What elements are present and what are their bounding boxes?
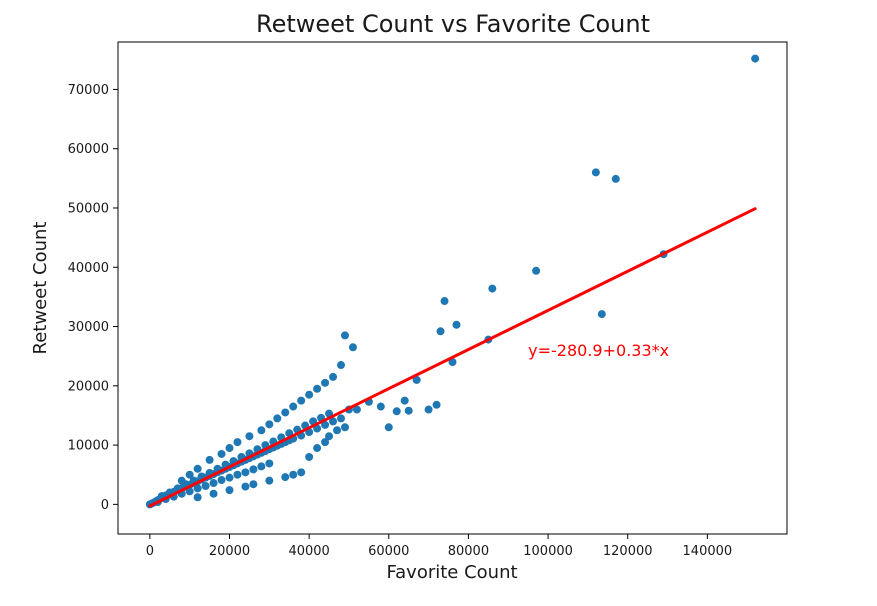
regression-line xyxy=(148,207,757,508)
scatter-point xyxy=(340,423,349,432)
scatter-point xyxy=(404,406,413,415)
scatter-point xyxy=(205,455,214,464)
scatter-point xyxy=(241,468,250,477)
scatter-point xyxy=(233,470,242,479)
scatter-point xyxy=(225,444,234,453)
scatter-point xyxy=(440,297,449,306)
scatter-point xyxy=(225,486,234,495)
y-axis-label: Retweet Count xyxy=(30,222,51,355)
scatter-point xyxy=(337,414,345,423)
x-tick-label: 0 xyxy=(146,544,154,559)
y-tick-label: 50000 xyxy=(68,201,109,216)
scatter-point xyxy=(532,266,541,275)
scatter-point xyxy=(209,479,218,488)
scatter-point xyxy=(257,462,266,471)
scatter-point xyxy=(249,465,258,474)
y-tick-label: 20000 xyxy=(68,379,109,394)
scatter-point xyxy=(265,459,274,468)
scatter-point xyxy=(348,343,357,352)
scatter-point xyxy=(289,402,298,411)
x-axis-label: Favorite Count xyxy=(386,562,517,583)
scatter-point xyxy=(384,423,393,432)
regression-equation-label: y=-280.9+0.33*x xyxy=(528,341,669,360)
scatter-point xyxy=(412,375,421,384)
scatter-point xyxy=(488,284,497,293)
x-tick-label: 40000 xyxy=(288,544,329,559)
x-tick-label: 20000 xyxy=(209,544,250,559)
scatter-point xyxy=(217,476,226,485)
y-axis-ticks: 0 10000 20000 30000 40000 50000 60000 70000 xyxy=(68,83,118,513)
scatter-point xyxy=(185,487,194,496)
scatter-point xyxy=(340,331,349,340)
scatter-point xyxy=(185,470,194,479)
scatter-point xyxy=(281,408,290,417)
scatter-point xyxy=(193,484,202,493)
annotation-group: y=-280.9+0.33*x xyxy=(528,341,669,360)
scatter-point xyxy=(325,432,334,441)
scatter-point xyxy=(329,372,338,381)
scatter-point xyxy=(611,174,620,183)
scatter-point xyxy=(193,464,202,473)
scatter-point xyxy=(241,482,250,491)
chart-title: Retweet Count vs Favorite Count xyxy=(256,10,650,38)
scatter-point xyxy=(297,468,306,477)
scatter-point xyxy=(273,414,282,423)
scatter-point xyxy=(321,378,330,387)
scatter-point xyxy=(249,480,258,489)
x-axis-ticks: 0 20000 40000 60000 80000 100000 120000 140000 xyxy=(146,534,732,559)
scatter-point xyxy=(329,417,338,426)
scatter-point xyxy=(321,438,330,447)
y-tick-label: 10000 xyxy=(68,439,109,454)
scatter-point xyxy=(265,420,274,429)
y-tick-label: 30000 xyxy=(68,320,109,335)
scatter-point xyxy=(321,420,330,429)
scatter-point xyxy=(257,426,266,435)
x-tick-label: 120000 xyxy=(603,544,653,559)
scatter-point xyxy=(333,426,342,435)
scatter-point xyxy=(305,452,314,461)
x-tick-label: 100000 xyxy=(523,544,573,559)
x-tick-label: 60000 xyxy=(368,544,409,559)
y-tick-label: 40000 xyxy=(68,261,109,276)
x-tick-label: 140000 xyxy=(683,544,733,559)
scatter-point xyxy=(245,432,254,441)
scatter-point xyxy=(265,476,274,485)
scatter-point xyxy=(376,402,385,411)
scatter-point xyxy=(177,476,186,485)
regression-line-group xyxy=(148,207,757,508)
y-tick-label: 60000 xyxy=(68,142,109,157)
scatter-point xyxy=(201,481,210,490)
plot-area xyxy=(117,41,788,535)
scatter-point xyxy=(289,470,298,479)
scatter-point xyxy=(751,54,760,63)
scatter-point xyxy=(432,400,441,409)
scatter-point xyxy=(233,438,242,447)
scatter-point xyxy=(392,407,401,416)
scatter-point xyxy=(209,489,218,498)
scatter-point xyxy=(352,405,361,414)
scatter-point xyxy=(297,396,306,405)
scatter-point xyxy=(225,473,234,482)
scatter-point xyxy=(337,361,345,370)
scatter-point xyxy=(193,493,202,502)
scatter-point xyxy=(436,327,445,336)
y-tick-label: 70000 xyxy=(68,83,109,98)
scatter-point xyxy=(281,473,290,482)
scatter-point xyxy=(217,449,226,458)
scatter-point xyxy=(400,396,409,405)
scatter-point xyxy=(313,384,322,393)
scatter-point xyxy=(313,444,322,453)
scatter-point xyxy=(305,390,314,399)
scatter-point xyxy=(597,310,606,319)
scatter-point xyxy=(452,320,461,329)
y-tick-label: 0 xyxy=(101,498,109,513)
scatter-point xyxy=(424,405,433,414)
scatter-point xyxy=(591,168,600,177)
x-tick-label: 80000 xyxy=(448,544,489,559)
scatter-point xyxy=(448,358,457,367)
